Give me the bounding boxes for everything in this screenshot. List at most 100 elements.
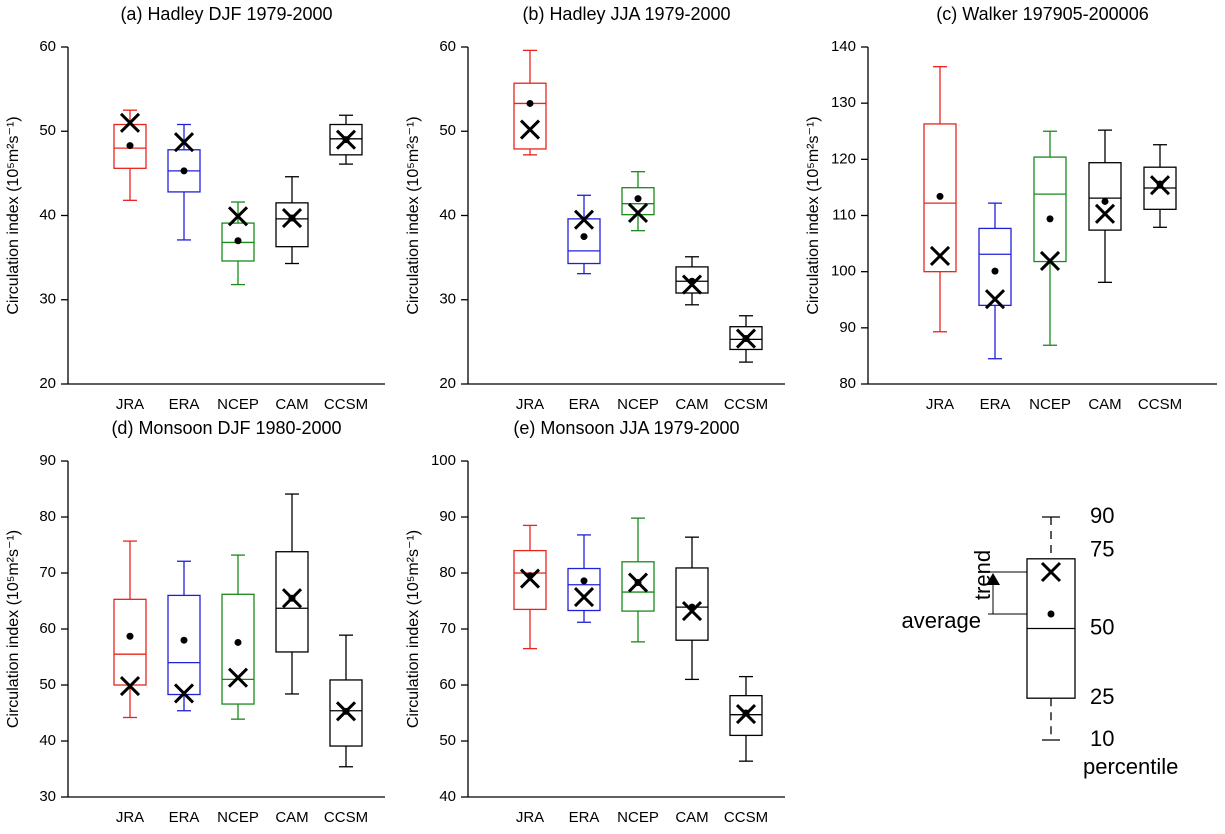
x-tick-label: JRA [116,396,144,413]
x-tick-label: JRA [516,809,544,826]
trend-cross [984,289,1006,310]
average-dot [991,267,999,275]
trend-cross [227,667,249,688]
average-dot [936,192,944,200]
average-dot [526,99,534,107]
box-group [1143,144,1177,228]
y-tick-label: 40 [39,206,56,223]
trend-cross [929,245,951,267]
box [1033,156,1067,263]
x-tick-label: NCEP [1029,396,1071,413]
y-axis-label: Circulation index (10⁵m²s⁻¹) [5,116,22,314]
y-tick-label: 110 [832,206,856,223]
average-dot [180,167,188,175]
trend-cross [735,704,757,725]
y-tick-label: 20 [39,375,56,392]
trend-cross [173,683,195,704]
box-group [275,493,309,695]
box [1088,162,1122,231]
x-tick-label: ERA [169,809,200,826]
y-tick-label: 20 [439,375,456,392]
box-group [978,202,1012,360]
key-percentile-label: 50 [1090,614,1114,639]
box [329,123,363,156]
x-tick-label: CCSM [1138,396,1182,413]
y-tick-label: 50 [39,676,56,693]
box-group [329,634,363,768]
key-average-dot [1047,610,1055,618]
y-tick-label: 30 [39,788,56,805]
box [513,549,547,611]
box [167,594,201,696]
box [675,567,709,641]
key-trend-cross [1040,561,1062,583]
y-tick-label: 30 [439,291,456,308]
x-tick-label: CCSM [724,396,768,413]
trend-cross [573,209,595,230]
box [513,82,547,150]
x-tick-label: NCEP [217,396,259,413]
y-tick-label: 70 [439,620,456,637]
box-group [675,256,709,306]
y-tick-label: 90 [839,319,856,336]
y-tick-label: 130 [831,94,856,111]
trend-cross [335,701,357,722]
trend-cross [119,112,141,133]
box [621,561,655,612]
y-tick-label: 50 [439,732,456,749]
box-group [113,109,147,201]
y-tick-label: 80 [439,564,456,581]
box-group [621,517,655,643]
y-tick-label: 40 [439,206,456,223]
box-group [729,675,763,762]
trend-cross [519,568,541,589]
box-group [221,201,255,286]
y-tick-label: 50 [439,122,456,139]
trend-cross [573,587,595,608]
x-tick-label: NCEP [617,396,659,413]
y-tick-label: 100 [831,263,856,280]
trend-cross [681,601,703,622]
box-group [513,49,547,156]
y-axis-label: Circulation index (10⁵m²s⁻¹) [405,116,422,314]
box-group [567,194,601,275]
key-percentile-label: 90 [1090,503,1114,528]
trend-cross [681,274,703,295]
x-tick-label: ERA [980,396,1011,413]
average-dot [180,636,188,644]
box [729,326,763,351]
panel-title: (c) Walker 197905-200006 [936,4,1148,24]
box-group [329,114,363,165]
x-tick-label: NCEP [617,809,659,826]
y-tick-label: 100 [431,452,456,469]
box [275,551,309,653]
average-dot [580,577,588,585]
box [329,679,363,747]
trend-cross [735,328,757,349]
trend-cross [1039,250,1061,272]
x-tick-label: CCSM [724,809,768,826]
box [221,593,255,705]
x-tick-label: CAM [275,809,308,826]
box-group [167,560,201,712]
average-dot [126,142,134,150]
box [978,227,1012,307]
x-tick-label: JRA [516,396,544,413]
y-tick-label: 140 [831,38,856,55]
box-group [923,66,957,333]
box-group [221,554,255,720]
box [567,218,601,265]
trend-cross [519,119,541,140]
y-tick-label: 40 [439,788,456,805]
average-dot [1101,197,1109,205]
y-axis-label: Circulation index (10⁵m²s⁻¹) [5,530,22,728]
x-tick-label: ERA [569,396,600,413]
panel-title: (e) Monsoon JJA 1979-2000 [513,418,739,438]
trend-cross [119,676,141,697]
y-tick-label: 90 [39,452,56,469]
y-tick-label: 30 [39,291,56,308]
y-tick-label: 80 [39,508,56,525]
average-dot [580,233,588,241]
box-group [513,524,547,650]
